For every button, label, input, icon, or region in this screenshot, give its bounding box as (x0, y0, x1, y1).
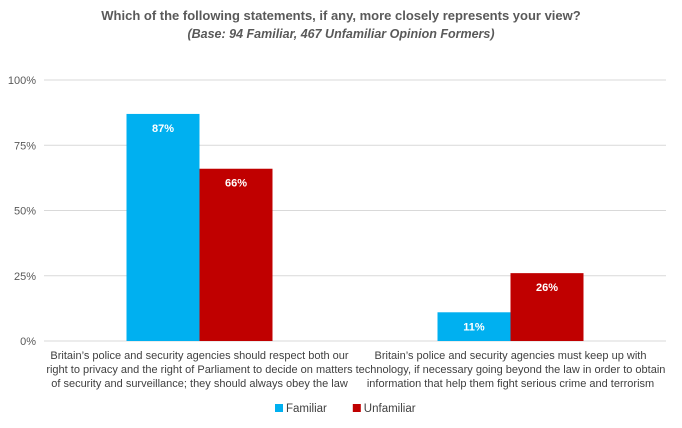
chart-subtitle: (Base: 94 Familiar, 467 Unfamiliar Opini… (187, 27, 494, 41)
data-label: 26% (536, 282, 558, 294)
bar (126, 113, 200, 342)
y-tick-label: 100% (8, 75, 36, 87)
bar (510, 273, 584, 341)
legend: Familiar Unfamiliar (275, 403, 416, 415)
legend-label: Familiar (286, 403, 327, 415)
chart-title: Which of the following statements, if an… (101, 8, 580, 23)
legend-label: Unfamiliar (364, 403, 416, 415)
data-label: 66% (225, 178, 247, 190)
label-layer: 87% 66% 11% 26% (152, 123, 558, 333)
y-tick-label: 25% (14, 271, 36, 283)
category-label: Britain’s police and security agencies m… (356, 350, 666, 390)
data-label: 87% (152, 123, 174, 135)
y-tick-label: 50% (14, 206, 36, 218)
category-labels: Britain’s police and security agencies s… (46, 350, 665, 390)
bar (437, 312, 511, 341)
category-label: Britain’s police and security agencies s… (46, 350, 353, 390)
bar-layer (126, 113, 584, 342)
legend-swatch (352, 404, 361, 412)
bar (199, 168, 273, 341)
data-label: 11% (463, 321, 485, 333)
y-tick-label: 0% (20, 336, 36, 348)
y-tick-label: 75% (14, 140, 36, 152)
legend-swatch (275, 404, 283, 412)
